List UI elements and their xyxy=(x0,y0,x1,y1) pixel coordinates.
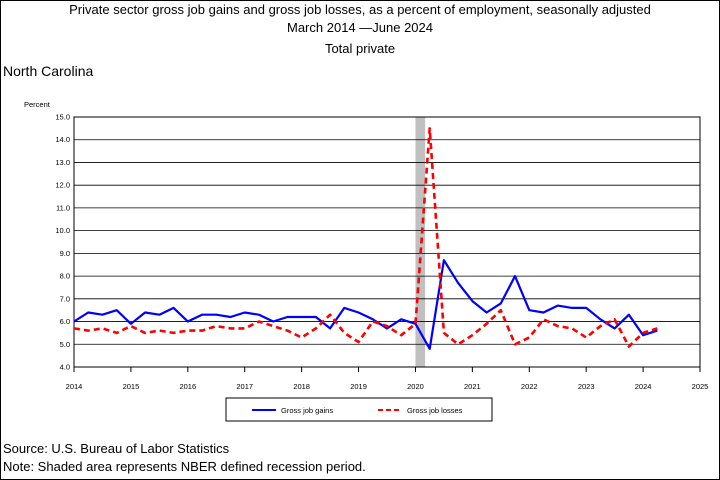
y-tick-label: 11.0 xyxy=(56,203,70,212)
x-tick-label: 2017 xyxy=(236,382,253,391)
x-tick-label: 2016 xyxy=(179,382,196,391)
y-axis-label: Percent xyxy=(24,100,51,109)
series-gross-job-gains xyxy=(73,259,658,350)
legend-label-losses: Gross job losses xyxy=(407,406,463,415)
y-tick-label: 5.0 xyxy=(60,340,70,349)
legend-label-gains: Gross job gains xyxy=(281,406,333,415)
y-tick-label: 4.0 xyxy=(60,363,70,372)
x-tick-label: 2021 xyxy=(464,382,481,391)
legend-box xyxy=(225,397,493,422)
y-tick-label: 7.0 xyxy=(60,294,70,303)
x-tick-label: 2022 xyxy=(521,382,538,391)
y-tick-label: 8.0 xyxy=(60,272,70,281)
source-note: Source: U.S. Bureau of Labor Statistics xyxy=(3,441,230,456)
chart-title: Private sector gross job gains and gross… xyxy=(69,2,651,17)
y-tick-label: 13.0 xyxy=(55,158,70,167)
y-tick-label: 14.0 xyxy=(55,135,70,144)
x-tick-label: 2023 xyxy=(578,382,595,391)
recession-note: Note: Shaded area represents NBER define… xyxy=(3,459,366,474)
chart-date-range: March 2014 —June 2024 xyxy=(287,20,433,35)
chart-series-label: Total private xyxy=(324,41,396,56)
x-tick-label: 2015 xyxy=(123,382,140,391)
x-tick-label: 2024 xyxy=(635,382,652,391)
y-tick-label: 12.0 xyxy=(55,181,70,190)
region-label: North Carolina xyxy=(3,63,94,79)
y-tick-label: 10.0 xyxy=(55,226,70,235)
x-tick-label: 2014 xyxy=(66,382,83,391)
x-tick-label: 2025 xyxy=(692,382,709,391)
series-gross-job-losses xyxy=(73,127,658,348)
x-tick-label: 2020 xyxy=(407,382,424,391)
x-tick-label: 2019 xyxy=(350,382,367,391)
y-tick-label: 9.0 xyxy=(60,249,70,258)
plot-border xyxy=(73,116,701,368)
x-tick-label: 2018 xyxy=(293,382,310,391)
y-tick-label: 15.0 xyxy=(55,113,70,122)
y-tick-label: 6.0 xyxy=(60,317,70,326)
